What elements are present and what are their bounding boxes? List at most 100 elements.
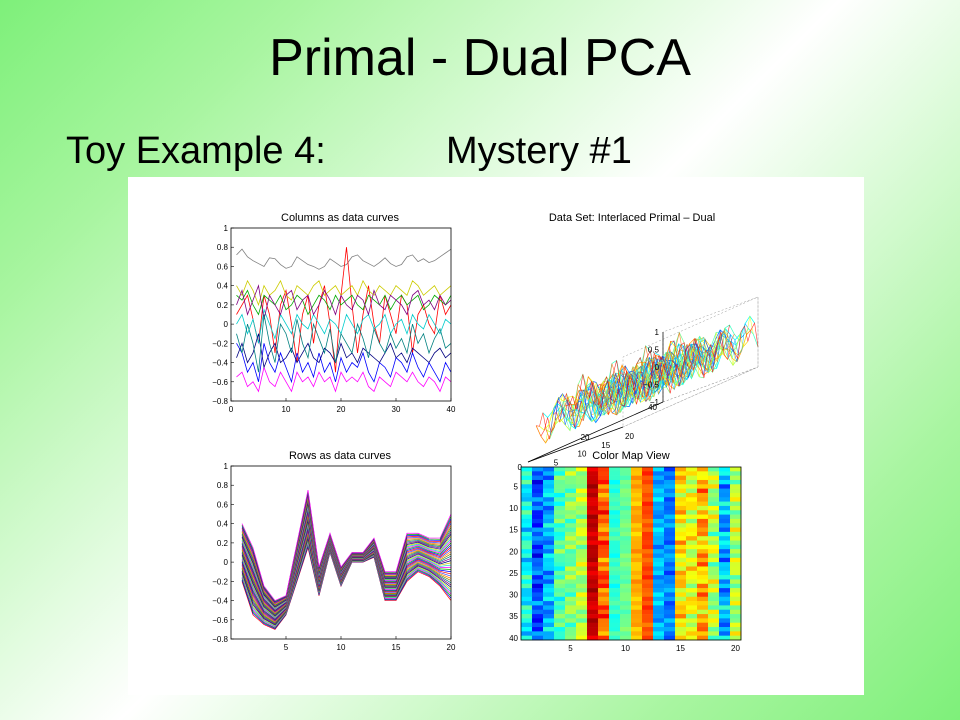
heatmap-cell (576, 527, 588, 533)
x-tick-label: 20 (337, 405, 346, 414)
heatmap-cell (620, 618, 632, 623)
heatmap-cell (565, 566, 577, 572)
heatmap-cell (642, 467, 654, 472)
heatmap-cell (664, 479, 676, 485)
heatmap-cell (576, 618, 588, 623)
heatmap-cell (532, 501, 544, 507)
heatmap-cell (543, 618, 555, 623)
heatmap-cell (719, 631, 731, 636)
heatmap-cell (653, 514, 665, 520)
heatmap-cell (653, 562, 665, 567)
heatmap-cell (620, 583, 632, 589)
surface-mesh-line (554, 345, 688, 429)
heatmap-cell (565, 622, 577, 628)
x-tick-label: 30 (392, 405, 401, 414)
heatmap-cell (708, 631, 720, 636)
heatmap-cell (730, 609, 742, 615)
y-tick-label: −0.6 (212, 378, 228, 387)
heatmap-cell (576, 635, 588, 641)
heatmap-cell (675, 492, 687, 498)
heatmap-cell (609, 570, 621, 576)
heatmap-cell (697, 562, 709, 567)
heatmap-cell (543, 501, 555, 507)
heatmap-cell (642, 618, 654, 623)
heatmap-cell (587, 488, 599, 494)
heatmap-cell (609, 518, 621, 524)
y-tick-label: 0.6 (217, 500, 229, 509)
heatmap-cell (543, 579, 555, 585)
heatmap-cell (675, 631, 687, 636)
heatmap-cell (565, 549, 577, 554)
heatmap-cell (653, 518, 665, 524)
heatmap-cell (653, 501, 665, 507)
heatmap-cell (543, 514, 555, 520)
heatmap-cell (686, 488, 698, 494)
heatmap-cell (598, 510, 610, 515)
heatmap-cell (642, 562, 654, 567)
rows-plot-ticks: 5 10 15 20 −0.8 −0.6 −0.4 −0.2 0 0.2 0.4 0.6 0.8 1 (212, 462, 456, 652)
heatmap-cell (554, 536, 566, 541)
heatmap-cell (697, 609, 709, 615)
heatmap-cell (730, 518, 742, 524)
heatmap-cell (565, 514, 577, 520)
columns-series-line (236, 248, 452, 270)
heatmap-cell (598, 484, 610, 489)
heatmap-cell (708, 575, 720, 580)
heatmap-cell (708, 609, 720, 615)
heatmap-cell (708, 557, 720, 563)
surface-mesh-line (592, 328, 726, 419)
heatmap-cell (565, 540, 577, 546)
heatmap-cell (653, 553, 665, 559)
heatmap-cell (598, 635, 610, 641)
heatmap-cell (587, 475, 599, 481)
heatmap-cell (620, 540, 632, 546)
heatmap-cell (521, 592, 533, 598)
heatmap-cell (642, 475, 654, 481)
heatmap-cell (697, 536, 709, 541)
heatmap-cell (532, 475, 544, 481)
heatmap-cell (554, 501, 566, 507)
heatmap-cell (730, 488, 742, 494)
heatmap-cell (587, 627, 599, 632)
heatmap-cell (719, 471, 731, 476)
heatmap-cell (587, 570, 599, 576)
x-tick-label: 5 (568, 644, 573, 653)
heatmap-cell (598, 614, 610, 619)
columns-series-line (236, 308, 452, 344)
heatmap-cell (653, 583, 665, 589)
heatmap-cell (719, 570, 731, 576)
heatmap-cell (675, 583, 687, 589)
heatmap-cell (730, 510, 742, 515)
heatmap-cell (576, 510, 588, 515)
heatmap-cell (653, 531, 665, 537)
heatmap-cell (587, 505, 599, 511)
heatmap-cell (587, 562, 599, 567)
heatmap-cell (675, 497, 687, 502)
heatmap-cell (598, 479, 610, 485)
heatmap-cell (631, 497, 643, 502)
heatmap-cell (543, 527, 555, 533)
heatmap-cell (565, 627, 577, 632)
heatmap-cell (543, 479, 555, 485)
heatmap-cell (521, 536, 533, 541)
heatmap-cell (730, 467, 742, 472)
heatmap-cell (653, 527, 665, 533)
heatmap-cell (697, 531, 709, 537)
heatmap-cell (576, 531, 588, 537)
columns-series-line (236, 289, 452, 316)
heatmap-cell (664, 471, 676, 476)
heatmap-cell (730, 492, 742, 498)
heatmap-cell (675, 635, 687, 641)
heatmap-cell (642, 570, 654, 576)
heatmap-cell (719, 488, 731, 494)
heatmap-cell (719, 605, 731, 611)
heatmap-cell (708, 531, 720, 537)
heatmap-cell (620, 514, 632, 520)
heatmap-cell (664, 549, 676, 554)
heatmap-cell (719, 540, 731, 546)
heatmap-cell (719, 635, 731, 641)
heatmap-cell (686, 501, 698, 507)
heatmap-cell (697, 579, 709, 585)
heatmap-cell (609, 596, 621, 602)
heatmap-cell (642, 609, 654, 615)
